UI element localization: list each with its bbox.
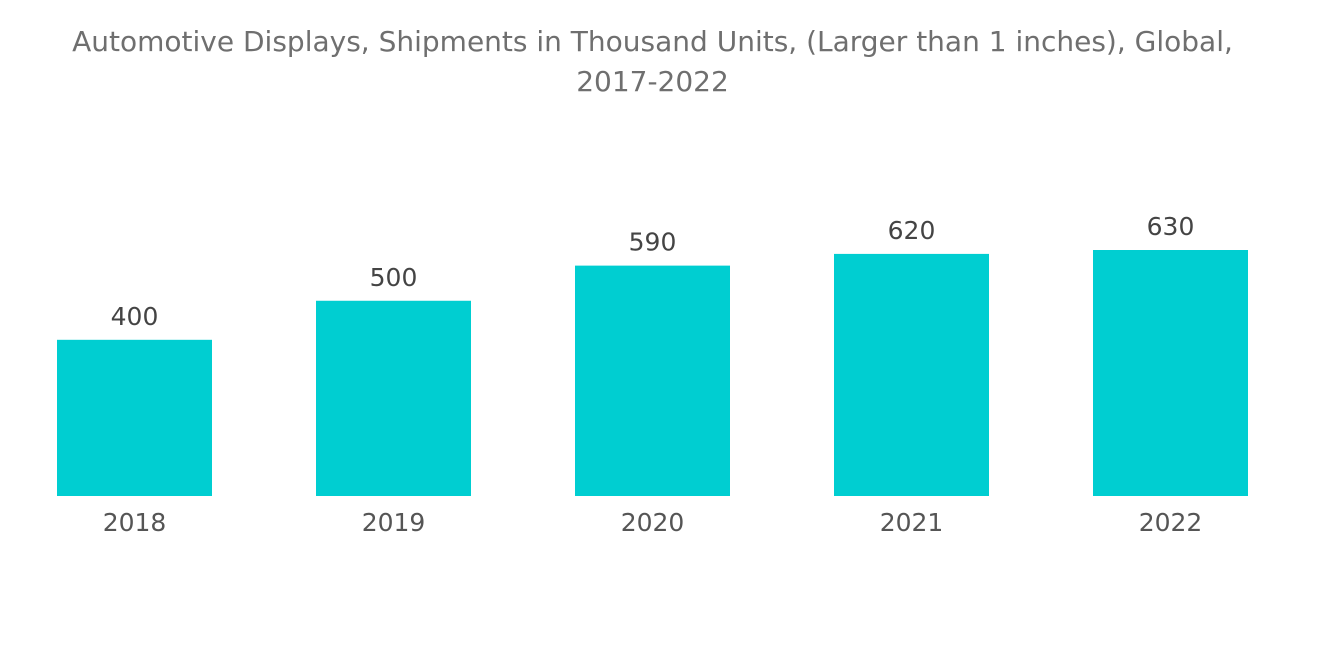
x-tick-label-2020: 2020 [621, 508, 685, 537]
bar-2022 [1093, 250, 1248, 496]
data-label-2022: 630 [1147, 212, 1195, 241]
data-label-2019: 500 [370, 263, 418, 292]
data-label-2020: 590 [629, 228, 677, 257]
data-label-2018: 400 [111, 302, 159, 331]
bar-2020 [575, 265, 730, 496]
data-label-2021: 620 [888, 216, 936, 245]
x-tick-label-2021: 2021 [880, 508, 944, 537]
x-tick-label-2019: 2019 [362, 508, 426, 537]
bars-layer [57, 250, 1248, 496]
value-labels-layer: 400 500 590 620 630 [111, 212, 1195, 331]
x-tick-label-2018: 2018 [103, 508, 167, 537]
bar-2018 [57, 339, 212, 496]
bar-2021 [834, 253, 989, 496]
x-tick-label-2022: 2022 [1139, 508, 1203, 537]
x-axis-tick-labels: 2018 2019 2020 2021 2022 [103, 508, 1203, 537]
chart-title: Automotive Displays, Shipments in Thousa… [72, 25, 1233, 98]
bar-2019 [316, 300, 471, 496]
